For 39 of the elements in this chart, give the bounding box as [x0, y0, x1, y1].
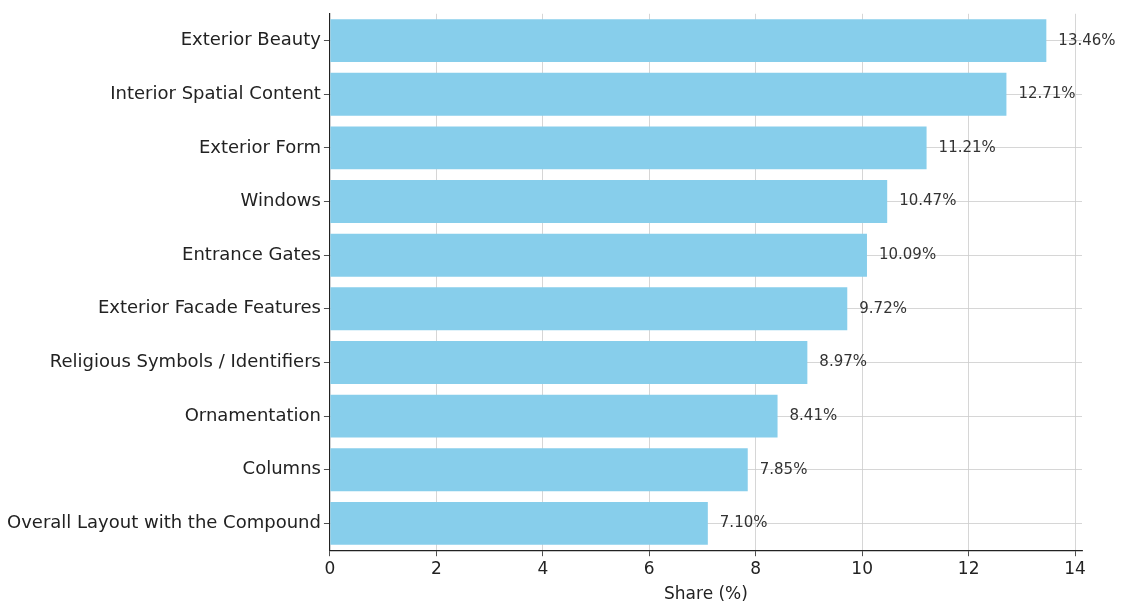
y-tick-label: Entrance Gates — [182, 242, 321, 264]
x-tick-label: 6 — [643, 557, 655, 578]
x-tick-label: 10 — [851, 557, 873, 578]
bar — [330, 394, 778, 438]
y-tick-label: Exterior Facade Features — [97, 296, 321, 318]
x-axis-title: Share (%) — [664, 583, 748, 604]
data-label: 7.85% — [759, 459, 808, 478]
y-tick-label: Ornamentation — [184, 403, 321, 425]
bar — [330, 126, 927, 170]
bar — [330, 287, 848, 331]
y-tick-label: Windows — [240, 189, 321, 211]
bar — [330, 448, 748, 492]
x-tick-label: 8 — [750, 557, 762, 578]
bar — [330, 501, 708, 545]
y-tick-label: Exterior Beauty — [180, 28, 322, 50]
data-label: 9.72% — [859, 298, 907, 317]
y-tick-label: Religious Symbols / Identifiers — [49, 350, 321, 372]
y-tick-label: Exterior Form — [198, 135, 321, 157]
data-label: 11.21% — [938, 137, 996, 156]
x-tick-label: 0 — [324, 557, 336, 578]
bar — [330, 72, 1007, 116]
y-tick-label: Interior Spatial Content — [110, 81, 321, 103]
bar — [330, 233, 867, 277]
data-label: 10.47% — [899, 191, 957, 210]
x-tick-label: 14 — [1064, 557, 1086, 578]
data-label: 7.10% — [719, 513, 768, 532]
y-tick-label: Columns — [242, 457, 321, 479]
x-tick-label: 12 — [957, 557, 980, 578]
data-label: 10.09% — [878, 245, 937, 264]
y-tick-label: Overall Layout with the Compound — [6, 511, 321, 533]
bar — [330, 180, 888, 223]
bar — [330, 19, 1047, 63]
data-label: 13.46% — [1058, 30, 1116, 49]
x-tick-label: 2 — [430, 557, 442, 578]
data-label: 8.41% — [789, 405, 838, 424]
bar — [330, 341, 808, 384]
data-label: 8.97% — [819, 352, 868, 371]
data-label: 12.71% — [1018, 84, 1076, 103]
x-tick-label: 4 — [537, 557, 549, 578]
